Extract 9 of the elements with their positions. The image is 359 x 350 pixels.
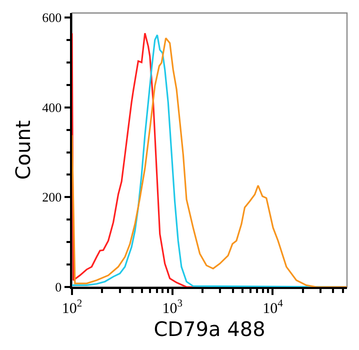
x-tick-label: 10$^{4}$ — [262, 298, 284, 317]
y-tick-label: 200 — [42, 190, 62, 205]
y-axis-title: Count — [11, 120, 36, 180]
y-tick-label: 600 — [42, 10, 62, 26]
x-tick-label: 10$^{3}$ — [162, 298, 182, 317]
x-tick-label: 10$^{2}$ — [62, 298, 82, 317]
x-axis-title: CD79a 488 — [154, 316, 266, 341]
y-tick-label: 0 — [55, 280, 62, 295]
y-tick-label: 400 — [42, 100, 62, 115]
